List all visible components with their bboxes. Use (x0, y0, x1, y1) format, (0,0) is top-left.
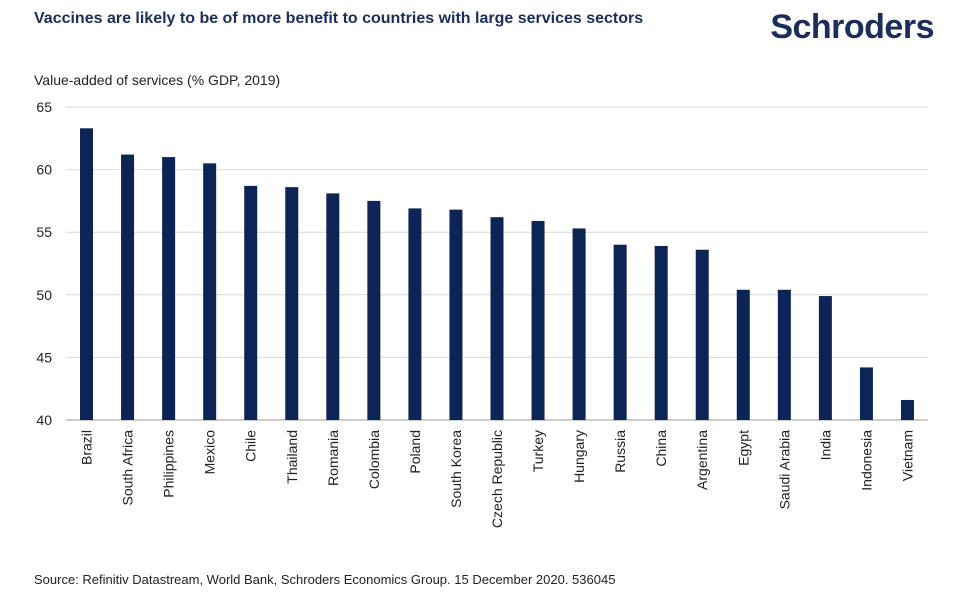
x-tick-label: Poland (407, 430, 423, 474)
x-tick-label: Mexico (202, 430, 218, 475)
bar-indonesia (859, 367, 873, 420)
x-tick-label: Philippines (161, 430, 177, 498)
x-tick-label: India (817, 430, 833, 461)
x-tick-label: Argentina (694, 430, 710, 490)
bar-egypt (736, 289, 750, 420)
bar-romania (326, 193, 340, 420)
bar-colombia (367, 200, 381, 420)
bar-brazil (80, 128, 94, 420)
y-tick-label: 55 (36, 224, 52, 240)
x-tick-labels: Brazil South Africa Philippines Mexico Chile… (79, 430, 916, 528)
bar-chile (244, 185, 258, 420)
bar-russia (613, 244, 627, 420)
x-tick-label: Hungary (571, 430, 587, 483)
bar-poland (408, 208, 422, 420)
bar-mexico (203, 163, 217, 420)
x-tick-label: Turkey (530, 430, 546, 472)
bar-argentina (695, 249, 709, 420)
y-tick-label: 65 (36, 99, 52, 115)
x-tick-label: Egypt (735, 430, 751, 466)
source-note: Source: Refinitiv Datastream, World Bank… (34, 572, 616, 587)
bar-saudi-arabia (777, 289, 791, 420)
y-tick-label: 40 (36, 412, 52, 428)
x-tick-label: Vietnam (899, 430, 915, 481)
x-tick-label: Russia (612, 430, 628, 473)
bar-vietnam (900, 399, 914, 420)
x-tick-label: Thailand (284, 430, 300, 484)
y-tick-label: 60 (36, 162, 52, 178)
x-tick-label: China (653, 430, 669, 467)
y-tick-label: 50 (36, 287, 52, 303)
x-tick-label: Romania (325, 430, 341, 486)
x-tick-label: South Africa (120, 430, 136, 506)
bar-thailand (285, 187, 299, 420)
x-tick-label: Indonesia (858, 430, 874, 491)
y-tick-labels: 40 45 50 55 60 65 (36, 99, 52, 428)
x-tick-label: Saudi Arabia (776, 430, 792, 510)
bar-czech-republic (490, 217, 504, 420)
y-tick-label: 45 (36, 349, 52, 365)
bar-south-korea (449, 209, 463, 420)
bar-south-africa (121, 154, 135, 421)
schroders-logo: Schroders (770, 8, 934, 46)
y-axis-label: Value-added of services (% GDP, 2019) (34, 72, 281, 88)
x-tick-label: Chile (243, 430, 259, 462)
bar-china (654, 245, 668, 420)
x-tick-label: South Korea (448, 430, 464, 508)
x-tick-label: Brazil (79, 430, 95, 465)
x-tick-label: Colombia (366, 430, 382, 489)
bars (80, 128, 914, 421)
bar-hungary (572, 228, 586, 420)
x-tick-label: Czech Republic (489, 430, 505, 528)
bar-india (818, 296, 832, 420)
chart-title: Vaccines are likely to be of more benefi… (34, 10, 644, 27)
bar-turkey (531, 220, 545, 420)
bar-philippines (162, 157, 176, 420)
